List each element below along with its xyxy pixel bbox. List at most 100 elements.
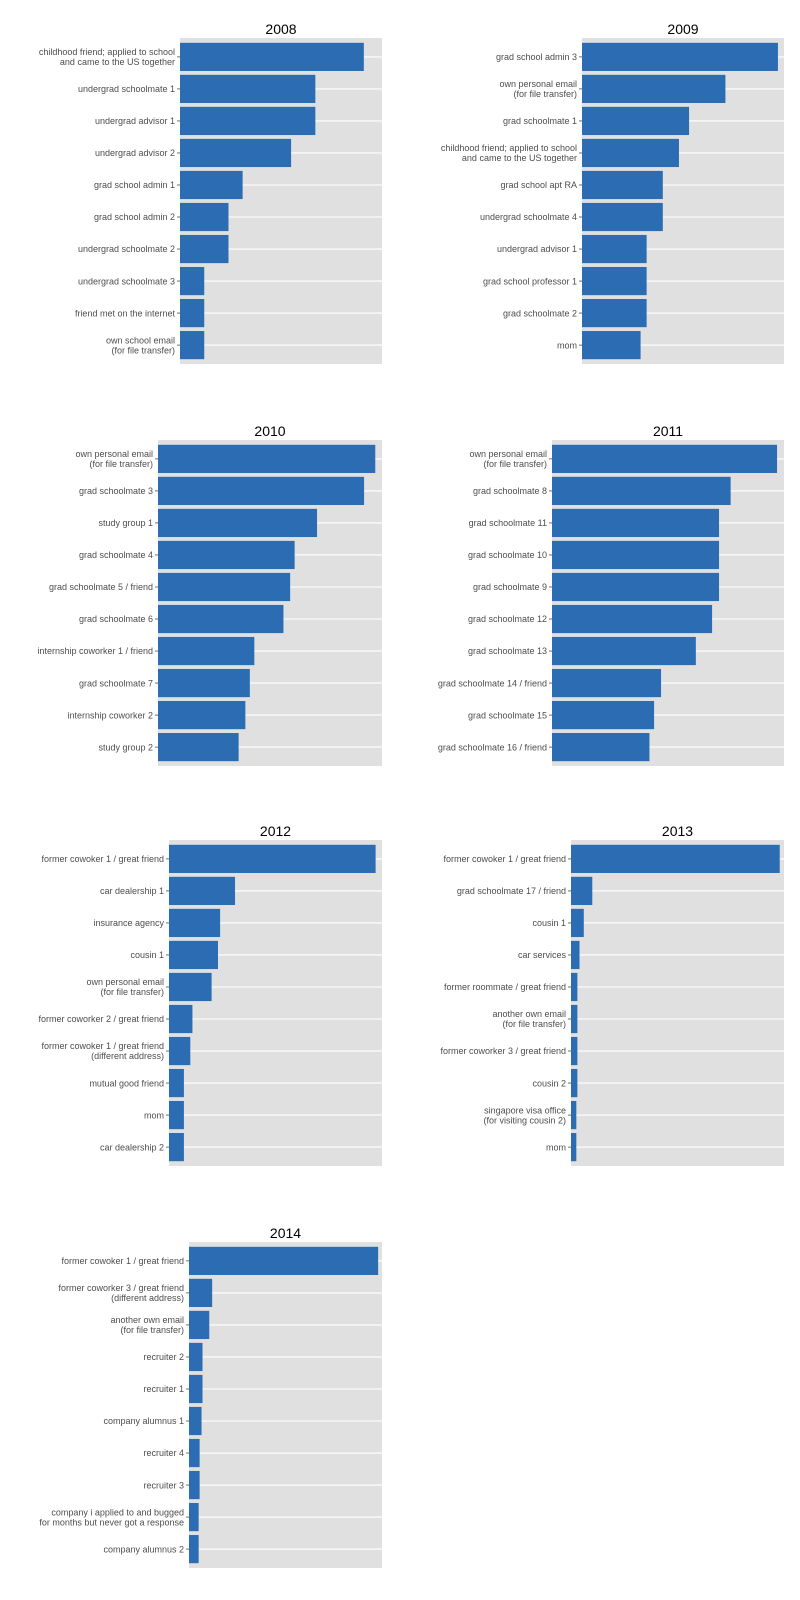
tick-label: internship coworker 2 — [67, 710, 153, 720]
tick-label: grad schoolmate 14 / friend — [438, 678, 547, 688]
bar — [552, 733, 650, 762]
tick-label: grad schoolmate 13 — [468, 646, 547, 656]
bar — [189, 1438, 200, 1468]
tick-label: undergrad advisor 1 — [497, 244, 577, 254]
bar — [169, 1068, 184, 1098]
bar — [571, 1004, 578, 1034]
tick-label: own personal email (for file transfer) — [499, 79, 577, 99]
chart-title: 2009 — [667, 21, 698, 37]
bar — [552, 604, 713, 634]
bar — [158, 572, 291, 602]
tick-label: grad school admin 2 — [94, 212, 175, 222]
tick-label: study group 1 — [98, 518, 153, 528]
tick-label: company alumnus 1 — [103, 1416, 184, 1426]
chart-title: 2012 — [260, 823, 291, 839]
tick-label: grad school professor 1 — [483, 276, 577, 286]
bar — [180, 234, 229, 264]
bar — [169, 1036, 191, 1066]
tick-label: former coworker 3 / great friend (differe… — [58, 1283, 184, 1303]
bar — [189, 1278, 213, 1308]
bar — [571, 844, 780, 873]
tick-label: grad schoolmate 5 / friend — [49, 582, 153, 592]
bar — [582, 74, 726, 104]
tick-label: undergrad advisor 1 — [95, 116, 175, 126]
tick-label: grad school admin 3 — [496, 52, 577, 62]
bar — [552, 508, 720, 538]
bar — [169, 1133, 184, 1162]
bar — [189, 1374, 203, 1404]
bar — [582, 106, 690, 136]
bar — [552, 668, 662, 698]
tick-label: car dealership 2 — [100, 1142, 164, 1152]
chart-title: 2008 — [265, 21, 296, 37]
bar — [571, 1036, 578, 1066]
tick-label: own personal email (for file transfer) — [75, 449, 153, 469]
tick-label: undergrad schoolmate 4 — [480, 212, 577, 222]
tick-label: cousin 1 — [130, 950, 164, 960]
tick-label: recruiter 4 — [143, 1448, 184, 1458]
tick-label: recruiter 1 — [143, 1384, 184, 1394]
tick-label: grad schoolmate 7 — [79, 678, 153, 688]
bar — [158, 476, 365, 506]
bar — [169, 972, 212, 1002]
tick-label: childhood friend; applied to school and c… — [39, 47, 175, 67]
tick-label: friend met on the internet — [75, 308, 176, 318]
bar — [180, 266, 205, 296]
bar — [158, 604, 284, 634]
chart-title: 2013 — [662, 823, 693, 839]
tick-label: undergrad schoolmate 3 — [78, 276, 175, 286]
bar — [158, 540, 295, 570]
bar — [180, 74, 316, 104]
bar — [552, 572, 720, 602]
bar — [571, 972, 578, 1002]
bar — [158, 668, 250, 698]
tick-label: mutual good friend — [89, 1078, 164, 1088]
tick-label: former cowoker 1 / great friend — [41, 854, 164, 864]
chart-title: 2014 — [270, 1225, 301, 1241]
chart-panel-2009: grad school admin 3 own personal email (fo… — [441, 21, 784, 364]
tick-label: mom — [144, 1110, 164, 1120]
bar — [189, 1246, 379, 1275]
tick-label: grad schoolmate 10 — [468, 550, 547, 560]
tick-label: childhood friend; applied to school and c… — [441, 143, 577, 163]
tick-label: former coworker 3 / great friend — [440, 1046, 566, 1056]
bar — [180, 202, 229, 232]
tick-label: former cowoker 1 / great friend — [61, 1256, 184, 1266]
tick-label: grad schoolmate 15 — [468, 710, 547, 720]
bar — [189, 1470, 200, 1500]
bar — [571, 940, 580, 970]
bar — [189, 1502, 199, 1532]
bar — [582, 266, 647, 296]
tick-label: car services — [518, 950, 567, 960]
tick-label: grad schoolmate 9 — [473, 582, 547, 592]
bar — [189, 1310, 210, 1340]
tick-label: car dealership 1 — [100, 886, 164, 896]
tick-label: company alumnus 2 — [103, 1544, 184, 1554]
panel-background — [571, 840, 784, 1166]
tick-label: singapore visa office (for visiting cousi… — [483, 1105, 566, 1125]
tick-label: grad schoolmate 1 — [503, 116, 577, 126]
bar — [169, 876, 236, 906]
tick-label: former coworker 2 / great friend — [38, 1014, 164, 1024]
bar — [158, 700, 246, 730]
chart-panel-2008: childhood friend; applied to school and c… — [39, 21, 382, 364]
tick-label: former cowoker 1 / great friend — [443, 854, 566, 864]
tick-label: own personal email (for file transfer) — [469, 449, 547, 469]
tick-label: grad schoolmate 17 / friend — [457, 886, 566, 896]
panel-background — [189, 1242, 382, 1568]
tick-label: cousin 2 — [532, 1078, 566, 1088]
bar — [571, 876, 593, 906]
tick-label: former roommate / great friend — [444, 982, 566, 992]
tick-label: undergrad schoolmate 1 — [78, 84, 175, 94]
tick-label: grad school admin 1 — [94, 180, 175, 190]
tick-label: recruiter 3 — [143, 1480, 184, 1490]
bar — [180, 298, 205, 328]
chart-title: 2011 — [653, 423, 683, 439]
tick-label: own personal email (for file transfer) — [86, 977, 164, 997]
bar — [571, 1133, 577, 1162]
tick-label: grad schoolmate 16 / friend — [438, 742, 547, 752]
bar — [582, 202, 663, 232]
tick-label: company i applied to and bugged for month… — [39, 1507, 184, 1527]
tick-label: mom — [546, 1142, 566, 1152]
